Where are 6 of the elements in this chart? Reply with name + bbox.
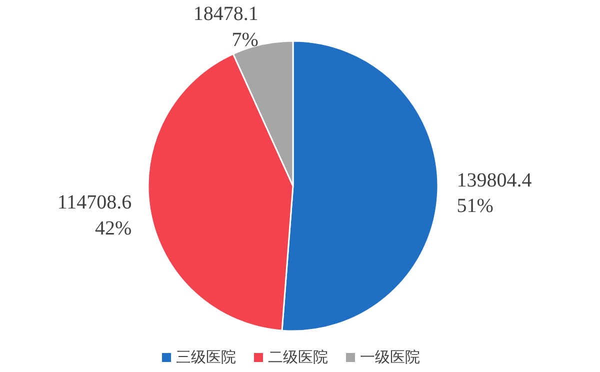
legend-label: 三级医院 <box>176 348 236 366</box>
legend-label: 二级医院 <box>268 348 328 366</box>
legend-label: 一级医院 <box>360 348 420 366</box>
data-label: 114708.6 42% <box>57 191 132 240</box>
data-label: 18478.1 7% <box>193 2 258 51</box>
data-label: 139804.4 51% <box>456 169 532 218</box>
